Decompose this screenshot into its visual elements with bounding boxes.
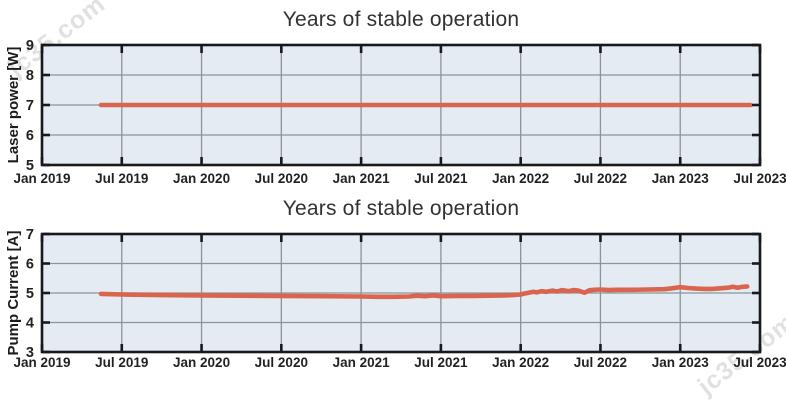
- svg-text:Jul 2020: Jul 2020: [255, 355, 308, 370]
- svg-text:Jan 2021: Jan 2021: [333, 171, 391, 186]
- svg-text:Jan 2023: Jan 2023: [652, 171, 710, 186]
- svg-text:Jan 2020: Jan 2020: [173, 355, 230, 370]
- svg-text:Jul 2020: Jul 2020: [255, 171, 308, 186]
- chart1-title: Years of stable operation: [282, 8, 520, 31]
- svg-text:Jul 2023: Jul 2023: [733, 171, 786, 186]
- svg-text:9: 9: [26, 38, 34, 54]
- svg-text:4: 4: [26, 316, 34, 332]
- svg-text:Jan 2022: Jan 2022: [492, 171, 549, 186]
- svg-text:Jan 2021: Jan 2021: [333, 355, 391, 370]
- chart2-pump-current-plot: Jan 2019 Jul 2019 Jan 2020 Jul 2020 Jan 2021…: [13, 227, 786, 370]
- svg-text:Jul 2023: Jul 2023: [733, 355, 786, 370]
- svg-text:8: 8: [26, 68, 34, 84]
- svg-text:6: 6: [26, 257, 34, 273]
- svg-text:Jan 2022: Jan 2022: [492, 355, 549, 370]
- svg-text:7: 7: [26, 227, 34, 243]
- svg-text:7: 7: [26, 98, 34, 114]
- svg-text:5: 5: [26, 286, 34, 302]
- svg-text:Jul 2019: Jul 2019: [95, 355, 148, 370]
- svg-text:5: 5: [26, 158, 34, 174]
- svg-text:Jan 2019: Jan 2019: [13, 355, 70, 370]
- svg-text:Jan 2023: Jan 2023: [652, 355, 710, 370]
- svg-text:Jul 2022: Jul 2022: [574, 171, 627, 186]
- chart2-title: Years of stable operation: [282, 197, 520, 220]
- chart1-laser-power-plot: Jan 2019 Jul 2019 Jan 2020 Jul 2020 Jan 2021…: [13, 38, 786, 186]
- svg-text:Jul 2022: Jul 2022: [574, 355, 627, 370]
- svg-text:6: 6: [26, 128, 34, 144]
- svg-text:Jul 2021: Jul 2021: [414, 171, 468, 186]
- svg-text:Jan 2019: Jan 2019: [13, 171, 70, 186]
- svg-text:3: 3: [26, 345, 34, 361]
- svg-text:Jul 2019: Jul 2019: [95, 171, 148, 186]
- svg-text:Jul 2021: Jul 2021: [414, 355, 468, 370]
- svg-text:Jan 2020: Jan 2020: [173, 171, 230, 186]
